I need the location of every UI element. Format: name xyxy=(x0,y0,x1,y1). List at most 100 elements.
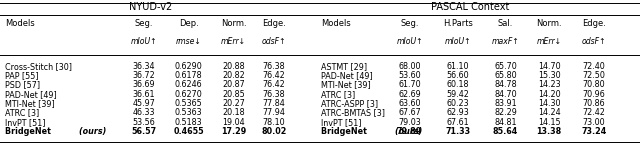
Text: 70.96: 70.96 xyxy=(582,90,605,99)
Text: Seg.: Seg. xyxy=(135,19,153,28)
Text: 76.42: 76.42 xyxy=(262,80,285,89)
Text: H.Parts: H.Parts xyxy=(443,19,472,28)
Text: 20.18: 20.18 xyxy=(222,108,245,117)
Text: ATRC [3]: ATRC [3] xyxy=(5,108,40,117)
Text: 65.70: 65.70 xyxy=(494,62,517,71)
Text: 0.6270: 0.6270 xyxy=(175,90,203,99)
Text: 83.91: 83.91 xyxy=(494,99,517,108)
Text: 84.78: 84.78 xyxy=(494,80,517,89)
Text: 78.10: 78.10 xyxy=(262,118,285,127)
Text: 46.33: 46.33 xyxy=(132,108,156,117)
Text: Edge.: Edge. xyxy=(582,19,606,28)
Text: 71.33: 71.33 xyxy=(445,127,470,136)
Text: mErr↓: mErr↓ xyxy=(221,37,246,46)
Text: (​ours​): (​ours​) xyxy=(395,127,422,136)
Text: MTI-Net [39]: MTI-Net [39] xyxy=(5,99,55,108)
Text: ATRC-ASPP [3]: ATRC-ASPP [3] xyxy=(321,99,378,108)
Text: 53.60: 53.60 xyxy=(398,71,421,80)
Text: Edge.: Edge. xyxy=(262,19,286,28)
Text: 73.00: 73.00 xyxy=(582,118,605,127)
Text: 68.00: 68.00 xyxy=(398,62,421,71)
Text: 80.02: 80.02 xyxy=(261,127,287,136)
Text: InvPT [51]: InvPT [51] xyxy=(321,118,362,127)
Text: Models: Models xyxy=(321,19,351,28)
Text: PASCAL Context: PASCAL Context xyxy=(431,2,509,11)
Text: 76.38: 76.38 xyxy=(262,90,285,99)
Text: 14.23: 14.23 xyxy=(538,80,561,89)
Text: Dep.: Dep. xyxy=(179,19,198,28)
Text: 36.34: 36.34 xyxy=(132,62,156,71)
Text: 61.70: 61.70 xyxy=(398,80,421,89)
Text: 70.80: 70.80 xyxy=(582,80,605,89)
Text: odsF↑: odsF↑ xyxy=(582,37,606,46)
Text: 14.70: 14.70 xyxy=(538,62,561,71)
Text: MTI-Net [39]: MTI-Net [39] xyxy=(321,80,371,89)
Text: Seg.: Seg. xyxy=(401,19,419,28)
Text: 63.60: 63.60 xyxy=(398,99,421,108)
Text: ATRC-BMTAS [3]: ATRC-BMTAS [3] xyxy=(321,108,385,117)
Text: 0.4655: 0.4655 xyxy=(173,127,204,136)
Text: 65.80: 65.80 xyxy=(494,71,517,80)
Text: 20.85: 20.85 xyxy=(222,90,245,99)
Text: 76.42: 76.42 xyxy=(262,71,285,80)
Text: ATRC [3]: ATRC [3] xyxy=(321,90,356,99)
Text: PAP [55]: PAP [55] xyxy=(5,71,39,80)
Text: BridgeNet: BridgeNet xyxy=(321,127,370,136)
Text: 14.20: 14.20 xyxy=(538,90,561,99)
Text: 60.18: 60.18 xyxy=(446,80,469,89)
Text: 0.5363: 0.5363 xyxy=(175,108,203,117)
Text: 14.24: 14.24 xyxy=(538,108,561,117)
Text: 60.23: 60.23 xyxy=(446,99,469,108)
Text: PSD [57]: PSD [57] xyxy=(5,80,40,89)
Text: ASTMT [29]: ASTMT [29] xyxy=(321,62,367,71)
Text: 36.69: 36.69 xyxy=(132,80,156,89)
Text: 73.24: 73.24 xyxy=(581,127,607,136)
Text: mIoU↑: mIoU↑ xyxy=(131,37,157,46)
Text: 20.88: 20.88 xyxy=(222,62,245,71)
Text: 72.42: 72.42 xyxy=(582,108,605,117)
Text: 77.94: 77.94 xyxy=(262,108,285,117)
Text: mErr↓: mErr↓ xyxy=(536,37,562,46)
Text: 62.93: 62.93 xyxy=(446,108,469,117)
Text: mIoU↑: mIoU↑ xyxy=(444,37,471,46)
Text: 61.10: 61.10 xyxy=(446,62,469,71)
Text: 56.60: 56.60 xyxy=(446,71,469,80)
Text: Cross-Stitch [30]: Cross-Stitch [30] xyxy=(5,62,72,71)
Text: 0.5183: 0.5183 xyxy=(175,118,203,127)
Text: 84.70: 84.70 xyxy=(494,90,517,99)
Text: Norm.: Norm. xyxy=(221,19,246,28)
Text: (​ours​): (​ours​) xyxy=(79,127,106,136)
Text: BridgeNet: BridgeNet xyxy=(5,127,54,136)
Text: rmse↓: rmse↓ xyxy=(176,37,202,46)
Text: Norm.: Norm. xyxy=(536,19,562,28)
Text: 79.89: 79.89 xyxy=(397,127,422,136)
Text: maxF↑: maxF↑ xyxy=(492,37,520,46)
Text: 20.87: 20.87 xyxy=(222,80,245,89)
Text: 67.67: 67.67 xyxy=(398,108,421,117)
Text: PAD-Net [49]: PAD-Net [49] xyxy=(321,71,373,80)
Text: 70.86: 70.86 xyxy=(582,99,605,108)
Text: 76.38: 76.38 xyxy=(262,62,285,71)
Text: 36.72: 36.72 xyxy=(132,71,156,80)
Text: 0.6178: 0.6178 xyxy=(175,71,203,80)
Text: 13.38: 13.38 xyxy=(536,127,562,136)
Text: 20.82: 20.82 xyxy=(222,71,245,80)
Text: 77.84: 77.84 xyxy=(262,99,285,108)
Text: mIoU↑: mIoU↑ xyxy=(396,37,423,46)
Text: InvPT [51]: InvPT [51] xyxy=(5,118,45,127)
Text: Models: Models xyxy=(5,19,35,28)
Text: 14.30: 14.30 xyxy=(538,99,561,108)
Text: 0.5365: 0.5365 xyxy=(175,99,203,108)
Text: 67.61: 67.61 xyxy=(446,118,469,127)
Text: 0.6290: 0.6290 xyxy=(175,62,203,71)
Text: Sal.: Sal. xyxy=(498,19,513,28)
Text: 17.29: 17.29 xyxy=(221,127,246,136)
Text: 84.81: 84.81 xyxy=(494,118,517,127)
Text: 79.03: 79.03 xyxy=(398,118,421,127)
Text: 14.15: 14.15 xyxy=(538,118,561,127)
Text: 0.6246: 0.6246 xyxy=(175,80,203,89)
Text: 45.97: 45.97 xyxy=(132,99,156,108)
Text: 36.61: 36.61 xyxy=(132,90,156,99)
Text: 19.04: 19.04 xyxy=(222,118,245,127)
Text: odsF↑: odsF↑ xyxy=(262,37,286,46)
